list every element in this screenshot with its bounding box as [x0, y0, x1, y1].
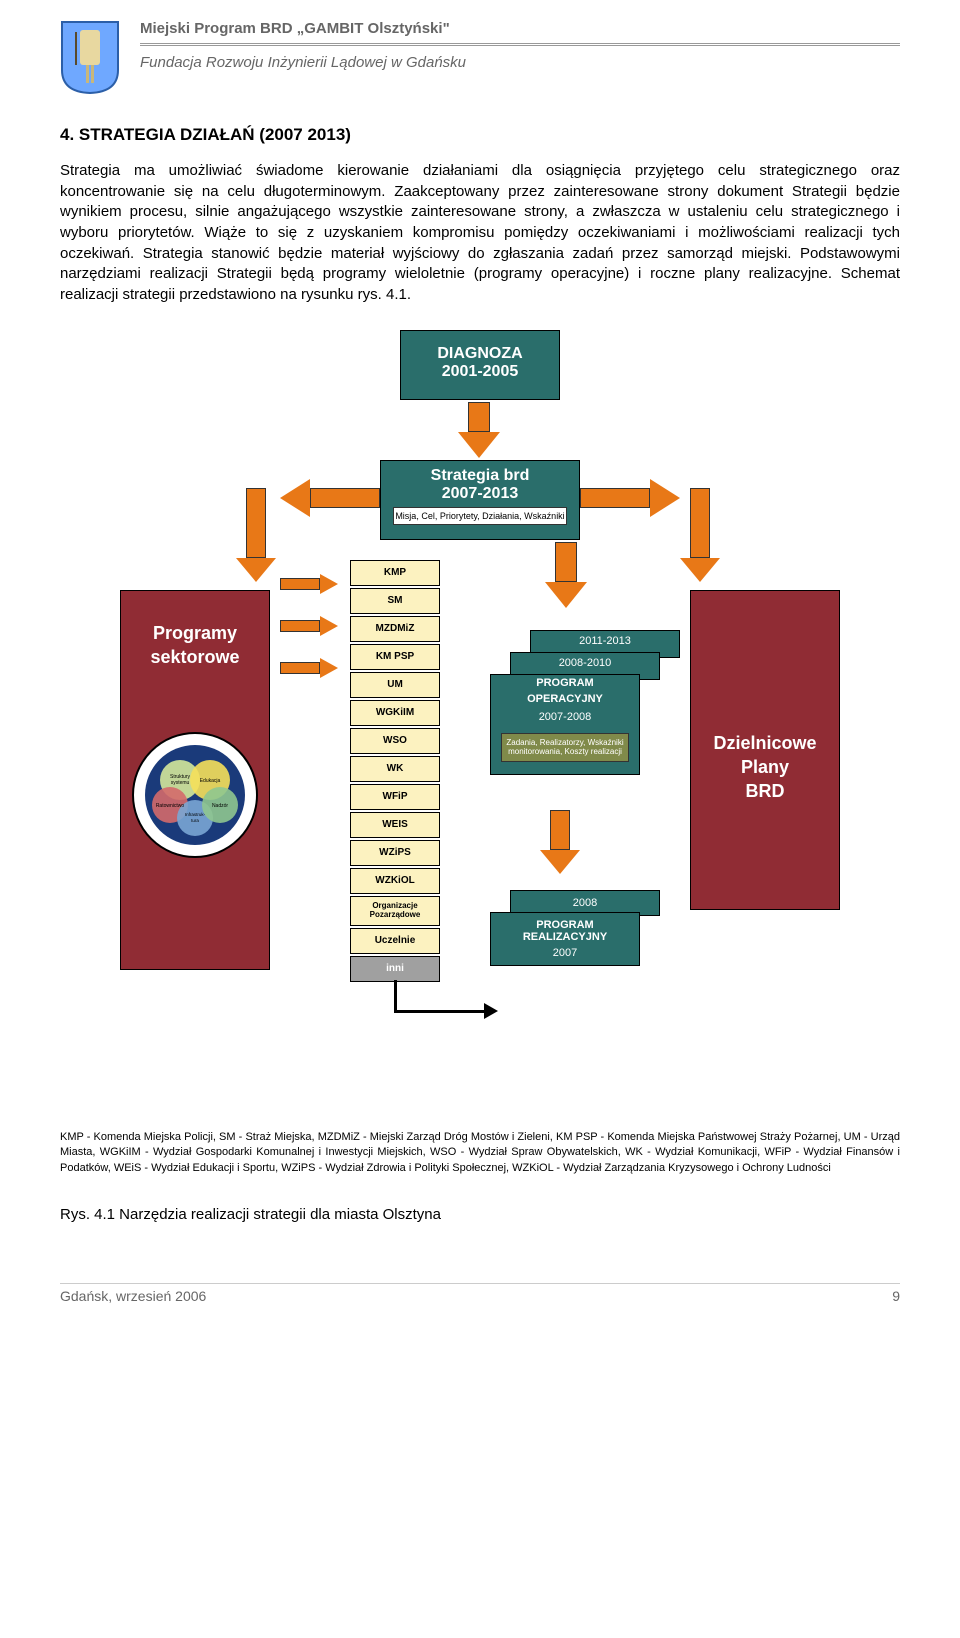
header-divider [140, 43, 900, 46]
programy-l1: Programy [121, 621, 269, 645]
prog-real-front: PROGRAM REALIZACYJNY 2007 [490, 912, 640, 966]
org-item: WEIS [350, 812, 440, 838]
page-footer: Gdańsk, wrzesień 2006 9 [60, 1283, 900, 1304]
doc-header: Miejski Program BRD „GAMBIT Olsztyński" … [60, 20, 900, 95]
connector-line-v [394, 980, 397, 1010]
prog-real-t1: PROGRAM [491, 919, 639, 931]
dzielnicowe-l3: BRD [691, 779, 839, 803]
svg-text:systemu: systemu [171, 780, 190, 786]
strategia-l1: Strategia brd [381, 467, 579, 485]
org-list: KMPSMMZDMiZKM PSPUMWGKiIMWSOWKWFiPWEISWZ… [350, 560, 440, 984]
prog-real-t2: REALIZACYJNY [491, 931, 639, 943]
svg-text:Edukacja: Edukacja [200, 778, 221, 784]
org-item: WK [350, 756, 440, 782]
footer-page-number: 9 [892, 1288, 900, 1304]
org-item: WZKiOL [350, 868, 440, 894]
prog-op-t1: PROGRAM [491, 675, 639, 691]
prog-real-y2: 2008 [511, 897, 659, 909]
diagnoza-l1: DIAGNOZA [401, 345, 559, 363]
svg-text:Ratownictwo: Ratownictwo [156, 803, 185, 809]
section-body: Strategia ma umożliwiać świadome kierowa… [60, 161, 900, 306]
diagram-legend: KMP - Komenda Miejska Policji, SM - Stra… [60, 1130, 900, 1176]
connector-line-h [394, 1010, 484, 1013]
svg-text:Nadzór: Nadzór [212, 803, 228, 809]
org-item: KM PSP [350, 644, 440, 670]
strategia-l3: Misja, Cel, Priorytety, Działania, Wskaź… [393, 507, 567, 525]
svg-text:Infrastruk-: Infrastruk- [185, 812, 206, 817]
strategia-l2: 2007-2013 [381, 485, 579, 503]
org-item: SM [350, 588, 440, 614]
svg-text:tura: tura [191, 818, 199, 823]
dzielnicowe-box: Dzielnicowe Plany BRD [690, 590, 840, 910]
org-item: WGKiIM [350, 700, 440, 726]
programy-l2: sektorowe [121, 645, 269, 669]
org-item: Organizacje Pozarządowe [350, 896, 440, 926]
org-item: KMP [350, 560, 440, 586]
doc-title: Miejski Program BRD „GAMBIT Olsztyński" [140, 20, 900, 37]
prog-real-y1: 2007 [491, 947, 639, 959]
diagnoza-l2: 2001-2005 [401, 363, 559, 381]
system-brd-circle: Struktury systemu Edukacja Ratownictwo I… [130, 730, 260, 860]
dzielnicowe-l2: Plany [691, 755, 839, 779]
doc-subtitle: Fundacja Rozwoju Inżynierii Lądowej w Gd… [140, 54, 900, 71]
dzielnicowe-l1: Dzielnicowe [691, 731, 839, 755]
section-heading: 4. STRATEGIA DZIAŁAŃ (2007 2013) [60, 125, 900, 145]
org-item: WZiPS [350, 840, 440, 866]
prog-op-y2: 2008-2010 [511, 653, 659, 673]
org-item: UM [350, 672, 440, 698]
strategy-diagram: DIAGNOZA 2001-2005 Strategia brd 2007-20… [120, 330, 840, 1090]
prog-op-front: PROGRAM OPERACYJNY 2007-2008 Zadania, Re… [490, 674, 640, 775]
org-item: WFiP [350, 784, 440, 810]
org-item: MZDMiZ [350, 616, 440, 642]
program-operacyjny-stack: 2011-2013 2008-2010 PROGRAM OPERACYJNY 2… [490, 630, 680, 830]
org-item: inni [350, 956, 440, 982]
prog-op-t2: OPERACYJNY [491, 691, 639, 707]
connector-arrowhead [484, 1003, 498, 1019]
footer-left: Gdańsk, wrzesień 2006 [60, 1288, 206, 1304]
crest-icon [60, 20, 120, 95]
prog-op-inner: Zadania, Realizatorzy, Wskaźniki monitor… [501, 733, 629, 762]
prog-op-y1: 2007-2008 [491, 707, 639, 727]
strategia-box: Strategia brd 2007-2013 Misja, Cel, Prio… [380, 460, 580, 540]
prog-op-y3: 2011-2013 [531, 631, 679, 651]
org-item: Uczelnie [350, 928, 440, 954]
org-item: WSO [350, 728, 440, 754]
figure-caption: Rys. 4.1 Narzędzia realizacji strategii … [60, 1206, 900, 1223]
diagnoza-box: DIAGNOZA 2001-2005 [400, 330, 560, 400]
